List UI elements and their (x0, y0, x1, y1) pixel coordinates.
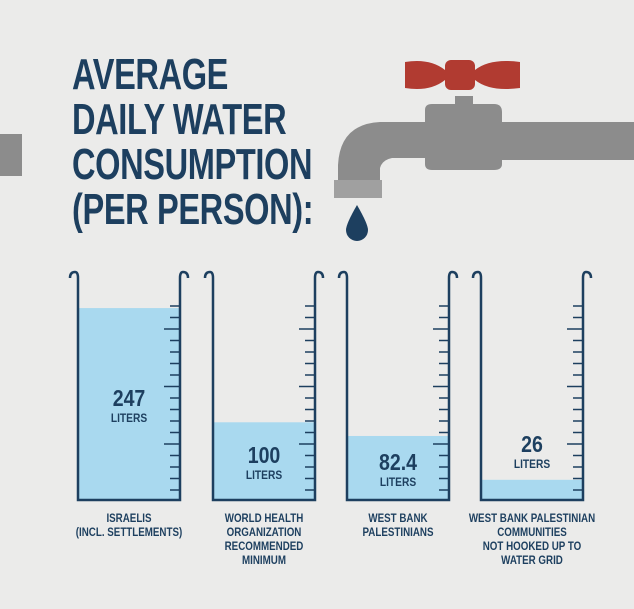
chart-title: AVERAGE DAILY WATER CONSUMPTION (PER PER… (72, 50, 314, 234)
value-label: 82.4 (378, 448, 418, 475)
beaker (337, 270, 459, 502)
category-label: WORLD HEALTH ORGANIZATION RECOMMENDED MI… (224, 513, 304, 567)
handle-center (445, 60, 475, 90)
beaker (68, 270, 190, 502)
value-label: 247 (112, 385, 146, 412)
unit-label: LITERS (379, 474, 417, 489)
beaker (203, 270, 325, 502)
category-label: WEST BANK PALESTINIANS (362, 513, 434, 539)
pipe (490, 122, 634, 160)
category-label: ISRAELIS (INCL. SETTLEMENTS) (75, 513, 183, 539)
pipe-stub (0, 134, 22, 176)
unit-label: LITERS (513, 456, 551, 471)
spout-tip (334, 180, 382, 198)
value-label: 26 (521, 430, 543, 457)
beaker (471, 270, 593, 502)
valve-body (425, 104, 502, 170)
unit-label: LITERS (245, 468, 283, 483)
faucet (0, 60, 634, 241)
water (481, 479, 583, 500)
water-drop (346, 205, 368, 241)
water (347, 435, 449, 500)
water (213, 422, 315, 500)
category-label: WEST BANK PALESTINIAN COMMUNITIES NOT HO… (468, 513, 596, 567)
water (78, 308, 180, 500)
spout (338, 122, 430, 182)
value-label: 100 (247, 442, 281, 469)
unit-label: LITERS (110, 411, 148, 426)
